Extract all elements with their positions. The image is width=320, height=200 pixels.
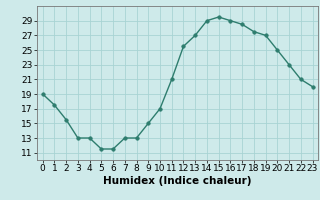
X-axis label: Humidex (Indice chaleur): Humidex (Indice chaleur) (103, 176, 252, 186)
